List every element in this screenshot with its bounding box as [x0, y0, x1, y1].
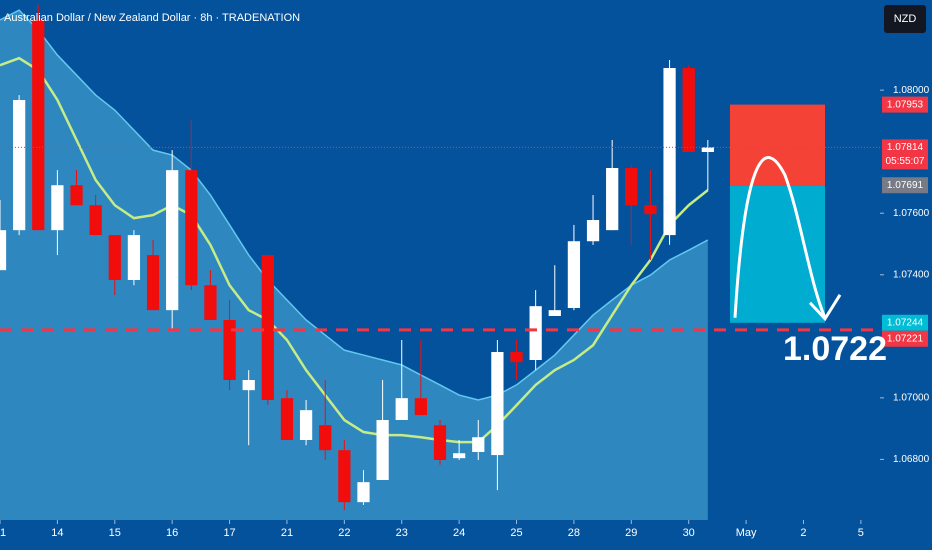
- moving-average: [0, 56, 709, 444]
- candle-body: [0, 230, 7, 271]
- price-label: 1.07814: [887, 142, 924, 153]
- x-tick-label: 25: [510, 527, 522, 539]
- candle-body: [146, 255, 160, 311]
- candle-body: [472, 437, 485, 452]
- chart-title: Australian Dollar / New Zealand Dollar ·…: [4, 12, 300, 24]
- candle-body: [433, 425, 447, 460]
- candle-body: [453, 453, 466, 459]
- candle-body: [701, 147, 714, 152]
- candle-body: [13, 100, 26, 231]
- x-tick-label: 2: [800, 527, 806, 539]
- x-tick-label: 22: [338, 527, 350, 539]
- x-tick-label: 29: [625, 527, 637, 539]
- candle-body: [510, 352, 523, 363]
- x-tick-label: 14: [51, 527, 63, 539]
- candle-body: [185, 170, 198, 286]
- band-line: [0, 9, 709, 401]
- candle-body: [319, 425, 332, 451]
- candle-body: [32, 20, 45, 231]
- x-tick-label: 30: [683, 527, 695, 539]
- candle-body: [663, 68, 676, 236]
- x-tick-label: 23: [396, 527, 408, 539]
- stop-zone: [730, 104, 825, 186]
- candle-body: [338, 450, 351, 503]
- price-label-box: [882, 96, 928, 113]
- y-tick-label: 1.08000: [893, 85, 930, 96]
- price-label: 1.07691: [887, 180, 924, 191]
- target-label: 1.0722: [783, 330, 887, 368]
- candle-body: [242, 380, 255, 391]
- price-label-box: [882, 330, 928, 347]
- candle-body: [108, 235, 121, 280]
- candle-body: [395, 398, 408, 420]
- candle-body: [376, 420, 389, 480]
- price-label: 1.07244: [887, 317, 924, 328]
- currency[interactable]: NZD: [894, 13, 917, 25]
- candle-body: [204, 285, 217, 320]
- currency-button[interactable]: [884, 5, 926, 33]
- candle-body: [127, 235, 141, 280]
- x-tick-label: May: [736, 527, 757, 539]
- candle-body: [606, 168, 619, 231]
- candle-body: [586, 220, 600, 242]
- candle-body: [223, 320, 236, 380]
- candle-body: [51, 185, 64, 231]
- countdown: 05:55:07: [886, 156, 925, 167]
- y-tick-label: 1.07400: [893, 269, 930, 280]
- x-tick-label: 15: [109, 527, 121, 539]
- candle-body: [682, 68, 695, 152]
- candle-body: [89, 205, 102, 236]
- x-tick-label: 5: [858, 527, 864, 539]
- candle-body: [280, 398, 294, 440]
- candle-body: [299, 410, 313, 440]
- projection-arrow: [733, 156, 827, 319]
- x-tick-label: 16: [166, 527, 178, 539]
- price-label: 1.07953: [887, 99, 924, 110]
- y-tick-label: 1.06800: [893, 454, 930, 465]
- candle-body: [567, 241, 581, 308]
- x-tick-label: 17: [223, 527, 235, 539]
- candle-body: [625, 168, 638, 206]
- candle-body: [548, 310, 561, 316]
- x-tick-label: 1: [0, 527, 6, 539]
- plot: [0, 4, 880, 521]
- price-label-box: [882, 139, 928, 170]
- arrow-head: [808, 293, 842, 322]
- x-tick-label: 28: [568, 527, 580, 539]
- candle-body: [644, 205, 657, 215]
- candle-body: [414, 398, 427, 416]
- price-label: 1.07221: [887, 333, 924, 344]
- band-area: [0, 10, 708, 521]
- candle-body: [491, 352, 504, 456]
- y-tick-label: 1.07600: [893, 208, 930, 219]
- candle-body: [70, 185, 83, 206]
- price-label-box: [882, 177, 928, 194]
- candle-body: [261, 255, 274, 400]
- x-tick-label: 24: [453, 527, 465, 539]
- x-tick-label: 21: [281, 527, 293, 539]
- candle-body: [529, 306, 542, 360]
- candle-body: [166, 170, 179, 311]
- price-label-box: [882, 314, 928, 331]
- candle-body: [357, 482, 370, 503]
- y-tick-label: 1.07000: [893, 392, 930, 403]
